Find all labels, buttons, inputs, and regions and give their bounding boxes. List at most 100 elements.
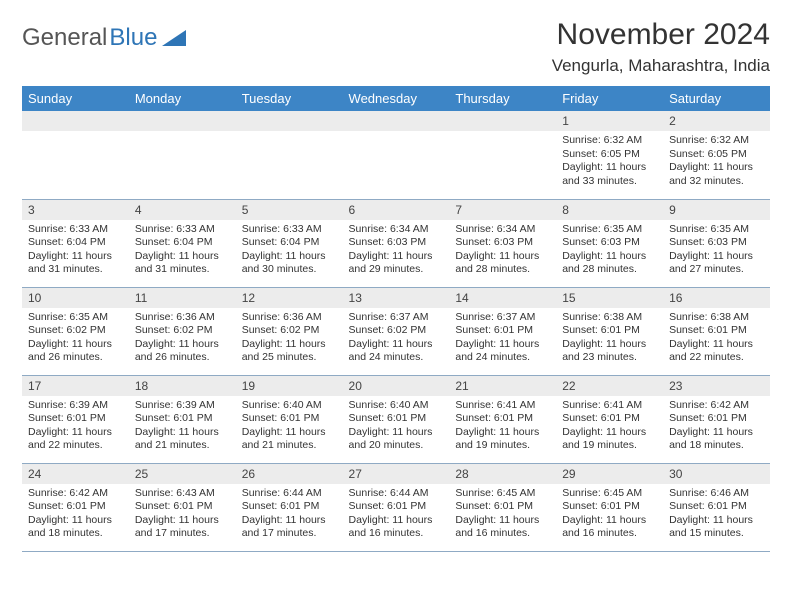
day-info: Sunrise: 6:38 AMSunset: 6:01 PMDaylight:…: [663, 308, 770, 370]
day-number: [22, 111, 129, 131]
weekday-header: Wednesday: [343, 86, 450, 111]
logo-triangle-icon: [162, 28, 188, 48]
day-number: 13: [343, 288, 450, 308]
calendar-day-cell: 26Sunrise: 6:44 AMSunset: 6:01 PMDayligh…: [236, 463, 343, 551]
day-info: Sunrise: 6:40 AMSunset: 6:01 PMDaylight:…: [236, 396, 343, 458]
calendar-week-row: 3Sunrise: 6:33 AMSunset: 6:04 PMDaylight…: [22, 199, 770, 287]
day-number: 23: [663, 376, 770, 396]
calendar-day-cell: [22, 111, 129, 199]
calendar-day-cell: 1Sunrise: 6:32 AMSunset: 6:05 PMDaylight…: [556, 111, 663, 199]
day-info: Sunrise: 6:35 AMSunset: 6:03 PMDaylight:…: [663, 220, 770, 282]
day-info: Sunrise: 6:45 AMSunset: 6:01 PMDaylight:…: [449, 484, 556, 546]
calendar-day-cell: 11Sunrise: 6:36 AMSunset: 6:02 PMDayligh…: [129, 287, 236, 375]
calendar-day-cell: 2Sunrise: 6:32 AMSunset: 6:05 PMDaylight…: [663, 111, 770, 199]
day-number: 22: [556, 376, 663, 396]
day-info: Sunrise: 6:44 AMSunset: 6:01 PMDaylight:…: [236, 484, 343, 546]
calendar-week-row: 1Sunrise: 6:32 AMSunset: 6:05 PMDaylight…: [22, 111, 770, 199]
day-number: 16: [663, 288, 770, 308]
day-number: 2: [663, 111, 770, 131]
day-info: Sunrise: 6:45 AMSunset: 6:01 PMDaylight:…: [556, 484, 663, 546]
calendar-day-cell: [449, 111, 556, 199]
day-info: Sunrise: 6:33 AMSunset: 6:04 PMDaylight:…: [22, 220, 129, 282]
calendar-body: 1Sunrise: 6:32 AMSunset: 6:05 PMDaylight…: [22, 111, 770, 551]
day-info: Sunrise: 6:40 AMSunset: 6:01 PMDaylight:…: [343, 396, 450, 458]
calendar-day-cell: 4Sunrise: 6:33 AMSunset: 6:04 PMDaylight…: [129, 199, 236, 287]
day-number: 17: [22, 376, 129, 396]
logo-word1: General: [22, 24, 107, 52]
calendar-day-cell: 22Sunrise: 6:41 AMSunset: 6:01 PMDayligh…: [556, 375, 663, 463]
calendar-day-cell: 28Sunrise: 6:45 AMSunset: 6:01 PMDayligh…: [449, 463, 556, 551]
title-block: November 2024 Vengurla, Maharashtra, Ind…: [552, 18, 770, 76]
calendar-day-cell: 25Sunrise: 6:43 AMSunset: 6:01 PMDayligh…: [129, 463, 236, 551]
day-number: 8: [556, 200, 663, 220]
day-info: Sunrise: 6:39 AMSunset: 6:01 PMDaylight:…: [22, 396, 129, 458]
day-number: 12: [236, 288, 343, 308]
calendar-week-row: 17Sunrise: 6:39 AMSunset: 6:01 PMDayligh…: [22, 375, 770, 463]
day-info: Sunrise: 6:38 AMSunset: 6:01 PMDaylight:…: [556, 308, 663, 370]
calendar-day-cell: 10Sunrise: 6:35 AMSunset: 6:02 PMDayligh…: [22, 287, 129, 375]
calendar-day-cell: 14Sunrise: 6:37 AMSunset: 6:01 PMDayligh…: [449, 287, 556, 375]
day-info: Sunrise: 6:34 AMSunset: 6:03 PMDaylight:…: [343, 220, 450, 282]
day-info: Sunrise: 6:32 AMSunset: 6:05 PMDaylight:…: [663, 131, 770, 193]
day-info: Sunrise: 6:33 AMSunset: 6:04 PMDaylight:…: [236, 220, 343, 282]
day-number: 10: [22, 288, 129, 308]
day-number: [343, 111, 450, 131]
calendar-day-cell: [129, 111, 236, 199]
day-info: Sunrise: 6:32 AMSunset: 6:05 PMDaylight:…: [556, 131, 663, 193]
calendar-day-cell: 23Sunrise: 6:42 AMSunset: 6:01 PMDayligh…: [663, 375, 770, 463]
day-number: 29: [556, 464, 663, 484]
calendar-week-row: 10Sunrise: 6:35 AMSunset: 6:02 PMDayligh…: [22, 287, 770, 375]
calendar-day-cell: [343, 111, 450, 199]
day-number: 24: [22, 464, 129, 484]
day-number: [449, 111, 556, 131]
day-number: 5: [236, 200, 343, 220]
day-number: 18: [129, 376, 236, 396]
day-info: Sunrise: 6:46 AMSunset: 6:01 PMDaylight:…: [663, 484, 770, 546]
day-info: Sunrise: 6:37 AMSunset: 6:01 PMDaylight:…: [449, 308, 556, 370]
weekday-header: Saturday: [663, 86, 770, 111]
calendar-table: SundayMondayTuesdayWednesdayThursdayFrid…: [22, 86, 770, 552]
calendar-day-cell: 15Sunrise: 6:38 AMSunset: 6:01 PMDayligh…: [556, 287, 663, 375]
logo: GeneralBlue: [22, 24, 188, 52]
calendar-day-cell: 9Sunrise: 6:35 AMSunset: 6:03 PMDaylight…: [663, 199, 770, 287]
calendar-day-cell: 29Sunrise: 6:45 AMSunset: 6:01 PMDayligh…: [556, 463, 663, 551]
day-info: Sunrise: 6:42 AMSunset: 6:01 PMDaylight:…: [663, 396, 770, 458]
day-number: 27: [343, 464, 450, 484]
day-number: 21: [449, 376, 556, 396]
weekday-header: Sunday: [22, 86, 129, 111]
day-number: 30: [663, 464, 770, 484]
calendar-day-cell: 30Sunrise: 6:46 AMSunset: 6:01 PMDayligh…: [663, 463, 770, 551]
calendar-day-cell: 6Sunrise: 6:34 AMSunset: 6:03 PMDaylight…: [343, 199, 450, 287]
day-number: 15: [556, 288, 663, 308]
day-info: Sunrise: 6:35 AMSunset: 6:02 PMDaylight:…: [22, 308, 129, 370]
day-info: Sunrise: 6:41 AMSunset: 6:01 PMDaylight:…: [449, 396, 556, 458]
day-number: 7: [449, 200, 556, 220]
calendar-day-cell: 24Sunrise: 6:42 AMSunset: 6:01 PMDayligh…: [22, 463, 129, 551]
calendar-day-cell: 12Sunrise: 6:36 AMSunset: 6:02 PMDayligh…: [236, 287, 343, 375]
day-number: 26: [236, 464, 343, 484]
day-number: 28: [449, 464, 556, 484]
calendar-week-row: 24Sunrise: 6:42 AMSunset: 6:01 PMDayligh…: [22, 463, 770, 551]
calendar-day-cell: 27Sunrise: 6:44 AMSunset: 6:01 PMDayligh…: [343, 463, 450, 551]
calendar-day-cell: 17Sunrise: 6:39 AMSunset: 6:01 PMDayligh…: [22, 375, 129, 463]
day-info: Sunrise: 6:44 AMSunset: 6:01 PMDaylight:…: [343, 484, 450, 546]
day-number: 6: [343, 200, 450, 220]
calendar-day-cell: 13Sunrise: 6:37 AMSunset: 6:02 PMDayligh…: [343, 287, 450, 375]
day-info: Sunrise: 6:39 AMSunset: 6:01 PMDaylight:…: [129, 396, 236, 458]
day-info: Sunrise: 6:36 AMSunset: 6:02 PMDaylight:…: [129, 308, 236, 370]
calendar-day-cell: 20Sunrise: 6:40 AMSunset: 6:01 PMDayligh…: [343, 375, 450, 463]
day-info: Sunrise: 6:43 AMSunset: 6:01 PMDaylight:…: [129, 484, 236, 546]
calendar-day-cell: 21Sunrise: 6:41 AMSunset: 6:01 PMDayligh…: [449, 375, 556, 463]
month-title: November 2024: [552, 18, 770, 52]
day-number: 9: [663, 200, 770, 220]
day-number: 4: [129, 200, 236, 220]
weekday-header: Friday: [556, 86, 663, 111]
day-info: Sunrise: 6:36 AMSunset: 6:02 PMDaylight:…: [236, 308, 343, 370]
weekday-header: Monday: [129, 86, 236, 111]
day-info: Sunrise: 6:34 AMSunset: 6:03 PMDaylight:…: [449, 220, 556, 282]
day-number: 1: [556, 111, 663, 131]
calendar-day-cell: 3Sunrise: 6:33 AMSunset: 6:04 PMDaylight…: [22, 199, 129, 287]
day-number: 14: [449, 288, 556, 308]
day-number: 11: [129, 288, 236, 308]
header: GeneralBlue November 2024 Vengurla, Maha…: [22, 18, 770, 76]
